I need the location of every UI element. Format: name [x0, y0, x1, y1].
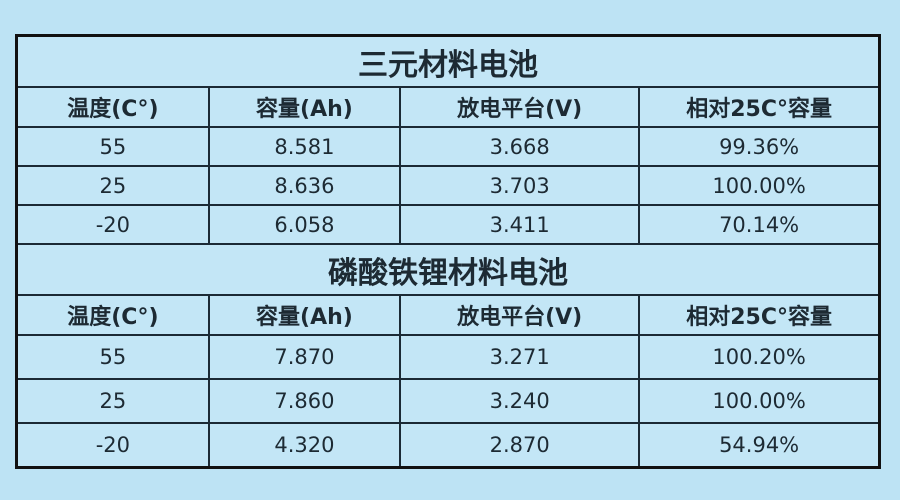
table-row: -20 6.058 3.411 70.14% [15, 204, 881, 245]
cell: 54.94% [638, 422, 881, 469]
section-title: 三元材料电池 [15, 34, 881, 88]
cell: 55 [15, 126, 210, 167]
table-row: 25 8.636 3.703 100.00% [15, 165, 881, 206]
cell: 8.581 [207, 126, 402, 167]
header-row: 温度(C°) 容量(Ah) 放电平台(V) 相对25C°容量 [15, 294, 881, 336]
table-row: 25 7.860 3.240 100.00% [15, 378, 881, 424]
cell: 25 [15, 165, 210, 206]
cell: 25 [15, 378, 210, 424]
cell: 4.320 [207, 422, 402, 469]
cell: 100.00% [638, 165, 881, 206]
cell: 55 [15, 334, 210, 380]
cell: 7.870 [207, 334, 402, 380]
table-row: -20 4.320 2.870 54.94% [15, 422, 881, 469]
cell: 6.058 [207, 204, 402, 245]
section-title: 磷酸铁锂材料电池 [15, 243, 881, 296]
cell: 3.240 [399, 378, 641, 424]
header-voltage: 放电平台(V) [399, 294, 641, 336]
header-relative: 相对25C°容量 [638, 294, 881, 336]
header-relative: 相对25C°容量 [638, 86, 881, 128]
header-row: 温度(C°) 容量(Ah) 放电平台(V) 相对25C°容量 [15, 86, 881, 128]
cell: 3.271 [399, 334, 641, 380]
cell: 70.14% [638, 204, 881, 245]
header-capacity: 容量(Ah) [207, 86, 402, 128]
cell: 2.870 [399, 422, 641, 469]
table-row: 55 7.870 3.271 100.20% [15, 334, 881, 380]
header-capacity: 容量(Ah) [207, 294, 402, 336]
cell: 3.668 [399, 126, 641, 167]
table-row: 55 8.581 3.668 99.36% [15, 126, 881, 167]
ternary-section: 三元材料电池 温度(C°) 容量(Ah) 放电平台(V) 相对25C°容量 55… [15, 34, 881, 245]
cell: 99.36% [638, 126, 881, 167]
cell: 100.00% [638, 378, 881, 424]
cell: 8.636 [207, 165, 402, 206]
cell: 100.20% [638, 334, 881, 380]
header-temperature: 温度(C°) [15, 86, 210, 128]
cell: -20 [15, 422, 210, 469]
header-voltage: 放电平台(V) [399, 86, 641, 128]
battery-temperature-table: 三元材料电池 温度(C°) 容量(Ah) 放电平台(V) 相对25C°容量 55… [15, 34, 881, 469]
header-temperature: 温度(C°) [15, 294, 210, 336]
cell: 7.860 [207, 378, 402, 424]
cell: -20 [15, 204, 210, 245]
lfp-section: 磷酸铁锂材料电池 温度(C°) 容量(Ah) 放电平台(V) 相对25C°容量 … [15, 243, 881, 469]
cell: 3.703 [399, 165, 641, 206]
cell: 3.411 [399, 204, 641, 245]
